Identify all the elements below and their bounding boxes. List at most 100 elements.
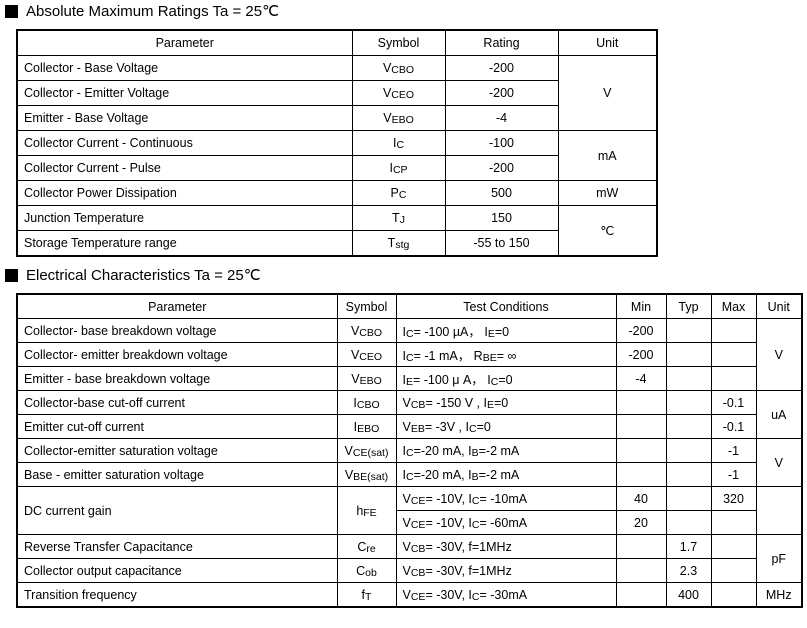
cell-min	[615, 390, 667, 415]
column-header-parameter: Parameter	[16, 293, 338, 319]
table-row: Collector Current - Continuous IC -100 mA	[16, 130, 658, 181]
cell-test-conditions: VCE= -10V, IC= -60mA	[395, 510, 617, 535]
cell-min	[615, 414, 667, 439]
table-row: VCE= -10V, IC= -60mA 20	[17, 510, 802, 535]
cell-min: 20	[615, 510, 667, 535]
cell-unit: pF	[755, 534, 803, 583]
cell-typ	[665, 342, 712, 367]
table-header-row: Parameter Symbol Test Conditions Min Typ…	[16, 293, 803, 319]
cell-symbol: Tstg	[351, 230, 446, 257]
cell-typ	[665, 414, 712, 439]
cell-symbol: hFE	[336, 486, 397, 535]
cell-unit: V	[755, 318, 803, 391]
column-header-max: Max	[710, 293, 757, 319]
table-row: Junction Temperature TJ 150 ℃	[16, 205, 658, 257]
cell-typ	[665, 486, 712, 511]
cell-parameter: Collector- base breakdown voltage	[16, 318, 338, 343]
cell-symbol: VCEO	[336, 342, 397, 367]
electrical-characteristics-table-wrapper: Parameter Symbol Test Conditions Min Typ…	[16, 293, 803, 608]
filled-square-bullet-icon	[5, 5, 18, 18]
cell-typ: 2.3	[665, 558, 712, 583]
cell-symbol: fT	[336, 582, 397, 608]
table-row: Collector- base breakdown voltage VCBO IC=…	[16, 318, 803, 391]
cell-symbol: Cre	[336, 534, 397, 559]
cell-parameter: Storage Temperature range	[16, 230, 353, 257]
cell-test-conditions: VCE= -10V, IC= -10mA	[395, 486, 617, 511]
cell-unit: V	[557, 55, 658, 131]
cell-typ	[665, 366, 712, 391]
cell-max: -1	[710, 438, 757, 463]
cell-max: -0.1	[710, 390, 757, 415]
cell-unit: ℃	[557, 205, 658, 257]
cell-rating: -55 to 150	[444, 230, 559, 257]
cell-parameter: Collector- emitter breakdown voltage	[16, 342, 338, 367]
cell-unit	[755, 486, 803, 535]
cell-parameter: Emitter cut-off current	[16, 414, 338, 439]
cell-symbol: ICP	[351, 155, 446, 181]
cell-symbol: ICBO	[336, 390, 397, 415]
cell-parameter: Junction Temperature	[16, 205, 353, 231]
column-header-symbol: Symbol	[336, 293, 397, 319]
cell-unit: mW	[557, 180, 658, 206]
cell-symbol: VEBO	[336, 366, 397, 391]
cell-symbol: Cob	[336, 558, 397, 583]
cell-max	[710, 510, 757, 535]
cell-max	[710, 534, 757, 559]
cell-min	[615, 534, 667, 559]
table-row: Collector - Base Voltage VCBO -200 V	[16, 55, 658, 131]
table-row: Storage Temperature range Tstg -55 to 150	[16, 230, 657, 257]
cell-typ	[665, 390, 712, 415]
cell-min	[615, 558, 667, 583]
cell-test-conditions: VCE= -30V, IC= -30mA	[395, 582, 617, 608]
column-header-rating: Rating	[444, 29, 559, 56]
table-row: Collector-base cut-off current ICBO VCB= -…	[16, 390, 803, 439]
cell-parameter: DC current gain	[16, 486, 338, 535]
cell-typ: 400	[665, 582, 712, 608]
cell-parameter: Transition frequency	[16, 582, 338, 608]
table-row: Collector - Emitter Voltage VCEO -200	[16, 80, 657, 106]
absolute-maximum-ratings-table: Parameter Symbol Rating Unit Collector -…	[16, 29, 658, 257]
table-header-row: Parameter Symbol Rating Unit	[16, 29, 658, 56]
cell-min: -200	[615, 318, 667, 343]
cell-symbol: VEBO	[351, 105, 446, 131]
cell-symbol: IC	[351, 130, 446, 156]
cell-parameter: Base - emitter saturation voltage	[16, 462, 338, 487]
cell-min	[615, 462, 667, 487]
cell-parameter: Emitter - base breakdown voltage	[16, 366, 338, 391]
cell-typ: 1.7	[665, 534, 712, 559]
filled-square-bullet-icon	[5, 269, 18, 282]
table-row: Base - emitter saturation voltage VBE(sat…	[16, 462, 802, 487]
electrical-characteristics-table: Parameter Symbol Test Conditions Min Typ…	[16, 293, 803, 608]
cell-max	[710, 582, 757, 608]
cell-max	[710, 366, 757, 391]
cell-parameter: Collector Current - Continuous	[16, 130, 353, 156]
cell-max: 320	[710, 486, 757, 511]
column-header-symbol: Symbol	[351, 29, 446, 56]
column-header-parameter: Parameter	[16, 29, 353, 56]
cell-test-conditions: IC= -100 µA， IE=0	[395, 318, 617, 343]
cell-parameter: Collector Current - Pulse	[16, 155, 353, 181]
cell-test-conditions: IC= -1 mA， RBE= ∞	[395, 342, 617, 367]
column-header-min: Min	[615, 293, 667, 319]
cell-symbol: VCE(sat)	[336, 438, 397, 463]
cell-min	[615, 582, 667, 608]
cell-test-conditions: VCB= -30V, f=1MHz	[395, 534, 617, 559]
column-header-unit: Unit	[557, 29, 658, 56]
cell-min: 40	[615, 486, 667, 511]
cell-symbol: TJ	[351, 205, 446, 231]
cell-parameter: Collector - Base Voltage	[16, 55, 353, 81]
table-row: DC current gain hFE VCE= -10V, IC= -10mA 40…	[16, 486, 803, 535]
cell-test-conditions: IE= -100 μ A， IC=0	[395, 366, 617, 391]
table-row: Emitter - Base Voltage VEBO -4	[16, 105, 657, 131]
section-title-absolute-maximum-ratings: Absolute Maximum Ratings Ta = 25℃	[0, 4, 279, 19]
table-row: Transition frequency fT VCE= -30V, IC= -30…	[16, 582, 803, 608]
table-row: Emitter - base breakdown voltage VEBO IE= …	[16, 366, 802, 391]
column-header-test-conditions: Test Conditions	[395, 293, 617, 319]
cell-test-conditions: VCB= -30V, f=1MHz	[395, 558, 617, 583]
cell-parameter: Collector output capacitance	[16, 558, 338, 583]
table-row: Reverse Transfer Capacitance Cre VCB= -30V…	[16, 534, 803, 583]
table-row: Collector-emitter saturation voltage VCE(…	[16, 438, 803, 487]
cell-max: -0.1	[710, 414, 757, 439]
cell-test-conditions: IC=-20 mA, IB=-2 mA	[395, 462, 617, 487]
cell-max: -1	[710, 462, 757, 487]
